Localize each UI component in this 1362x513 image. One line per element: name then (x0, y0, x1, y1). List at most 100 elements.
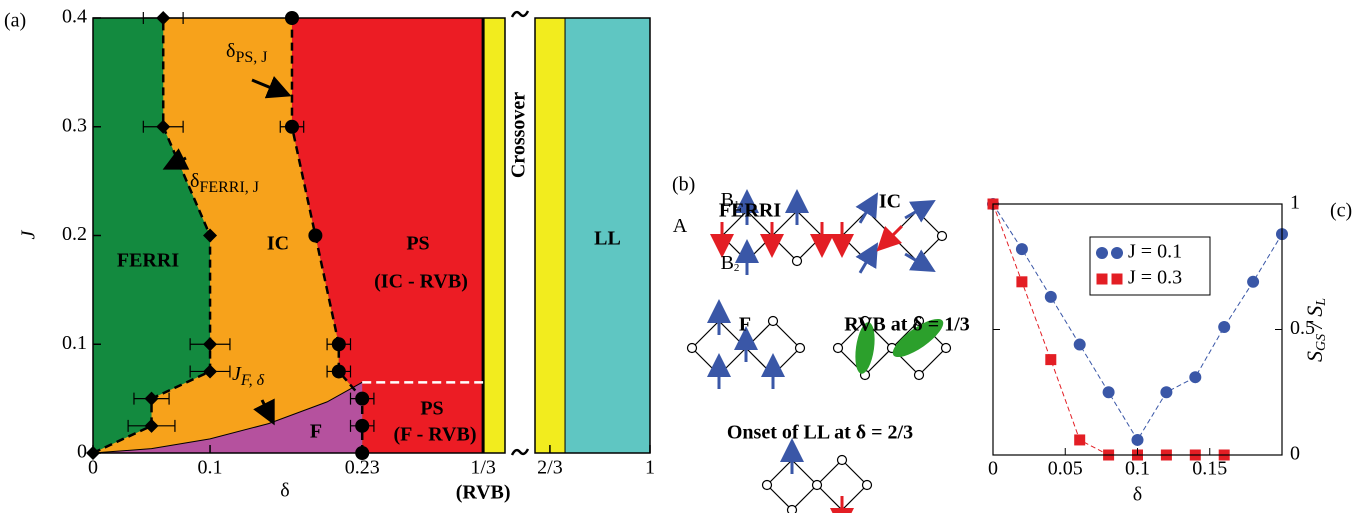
x-tick-label: 0.23 (345, 457, 380, 479)
data-point (1132, 434, 1144, 446)
x-tick-label: 1 (645, 457, 655, 479)
empty-site (796, 344, 805, 353)
bond (842, 236, 867, 261)
circle-point (355, 392, 369, 406)
site-label: A (673, 215, 688, 237)
diagram-title: F (739, 314, 751, 336)
empty-site (863, 481, 872, 490)
empty-site (838, 456, 847, 465)
empty-site (813, 481, 822, 490)
axis-break (512, 11, 528, 17)
circle-point (285, 120, 299, 134)
annotation-main: δ (190, 170, 199, 192)
x-axis-label: δ (280, 480, 289, 502)
data-point (1189, 371, 1201, 383)
bond (817, 485, 842, 510)
x-tick-label: 0 (88, 457, 98, 479)
region-label: FERRI (117, 250, 179, 272)
site-label-main: B (721, 252, 734, 274)
data-point (1218, 321, 1230, 333)
annotation-sub: F, δ (240, 372, 265, 389)
bond (842, 460, 867, 485)
empty-site (938, 232, 947, 241)
bond (797, 236, 822, 261)
diagram-title: Onset of LL at δ = 2/3 (727, 422, 913, 444)
x-tick-label: 0.1 (1125, 458, 1150, 480)
bond (917, 236, 942, 261)
legend-marker (1097, 274, 1108, 285)
empty-site (769, 317, 778, 326)
region-sublabel: (F - RVB) (394, 424, 477, 446)
data-point (1160, 386, 1172, 398)
y-tick-label: 0.4 (62, 6, 87, 28)
empty-site (788, 506, 797, 513)
bond (773, 348, 800, 375)
site-label-sub: 1 (734, 199, 740, 211)
y-tick-label: 0.3 (62, 114, 87, 136)
panel-label: (b) (672, 174, 695, 196)
y-tick-label: 0.2 (62, 223, 87, 245)
region-sublabel: (IC - RVB) (374, 271, 468, 293)
x-tick-label: 2/3 (537, 457, 563, 479)
legend-marker (1096, 247, 1108, 259)
x-tick-label: 0.05 (1048, 458, 1083, 480)
data-point (1045, 291, 1057, 303)
bond (817, 460, 842, 485)
bond (773, 321, 800, 348)
bond (772, 236, 797, 261)
data-point (1074, 339, 1086, 351)
empty-site (688, 344, 697, 353)
crossover-strip (535, 18, 565, 453)
strip-label: LL (594, 228, 621, 250)
bond (719, 348, 746, 375)
strip-label: Crossover (508, 92, 530, 178)
diagram-title: RVB at δ = 1/3 (844, 314, 970, 336)
x-tick-label: 0.1 (198, 457, 223, 479)
bond (842, 485, 867, 510)
legend-label: J = 0.1 (1128, 241, 1182, 263)
region-label: PS (420, 398, 443, 420)
bond (867, 211, 892, 236)
circle-point (332, 337, 346, 351)
crossover-strip (483, 18, 505, 453)
legend-marker (1112, 274, 1123, 285)
panel-label: (a) (4, 10, 26, 32)
circle-point (355, 419, 369, 433)
bond (792, 485, 817, 510)
site-label-main: B (721, 189, 734, 211)
site-label: B1 (721, 189, 740, 211)
empty-site (834, 344, 843, 353)
x-axis-label: δ (1133, 484, 1142, 506)
empty-site (915, 371, 924, 380)
bond (692, 348, 719, 375)
annotation-main: δ (226, 40, 235, 62)
region-label: F (310, 421, 322, 443)
bond (919, 348, 946, 375)
y-tick-label: 0 (77, 441, 87, 463)
panel-label: (c) (1330, 200, 1352, 222)
bond (792, 460, 817, 485)
y-axis-label-part: L (1314, 298, 1329, 307)
y-axis-label: J (18, 229, 40, 239)
legend-marker (1111, 247, 1123, 259)
figure: 00.10.20.30.400.10.231/3(RVB)δJ(a)FERRII… (0, 0, 1362, 513)
region-label: PS (406, 233, 429, 255)
y-axis-label-part: GS (1314, 334, 1329, 351)
data-point (1016, 243, 1028, 255)
spin-arrow (905, 203, 931, 218)
data-point (1247, 276, 1259, 288)
site-label: B2 (721, 252, 740, 274)
y-axis-label-part: S (1302, 351, 1327, 362)
site-label-sub: 2 (734, 262, 740, 274)
bond (767, 485, 792, 510)
bond (692, 321, 719, 348)
annotation-sub: FERRI, J (199, 179, 259, 196)
data-point (1045, 354, 1056, 365)
x-tick-label: 0 (988, 458, 998, 480)
bond (747, 236, 772, 261)
x-tick-note: (RVB) (456, 482, 511, 504)
x-tick-label: 0.15 (1192, 458, 1227, 480)
empty-site (793, 257, 802, 266)
data-point (1103, 386, 1115, 398)
spin-arrow (860, 197, 875, 223)
